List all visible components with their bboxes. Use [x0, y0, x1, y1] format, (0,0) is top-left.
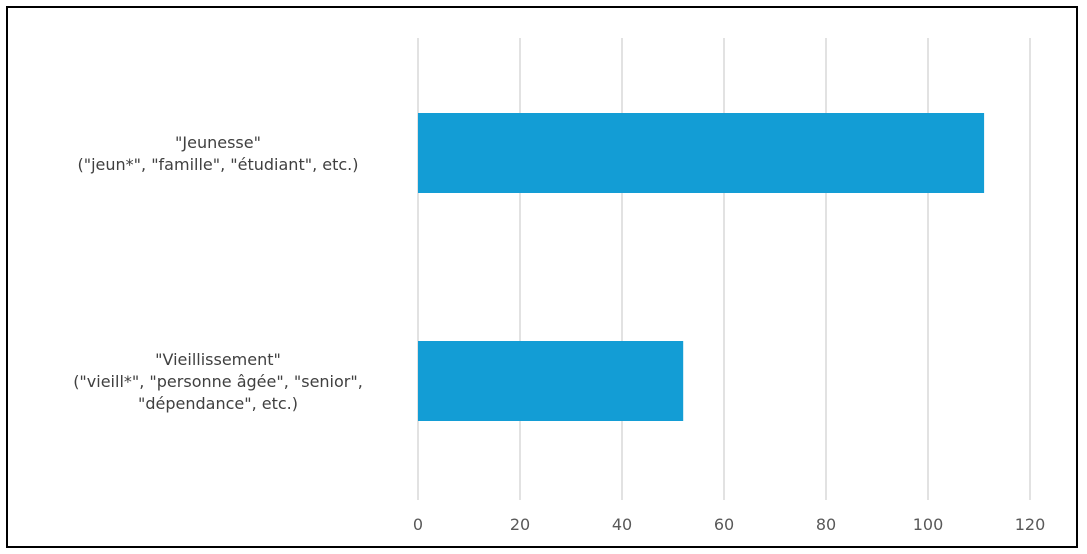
category-label-0: "Jeunesse" ("jeun*", "famille", "étudiant… — [77, 133, 358, 174]
x-tick-label: 120 — [1015, 515, 1046, 534]
bar-1 — [418, 341, 684, 421]
gridlines — [417, 38, 1031, 500]
x-tick-label: 100 — [913, 515, 944, 534]
category-label-1: "Vieillissement" ("vieill*", "personne âg… — [73, 350, 363, 413]
bar-0 — [418, 113, 985, 193]
category-label-line: ("jeun*", "famille", "étudiant", etc.) — [77, 155, 358, 174]
category-label-line: "dépendance", etc.) — [138, 394, 298, 413]
x-tick-label: 60 — [714, 515, 734, 534]
bars — [418, 113, 985, 421]
category-label-line: "Jeunesse" — [175, 133, 261, 152]
x-axis-tick-labels: 0 20 40 60 80 100 120 — [413, 515, 1045, 534]
category-label-line: ("vieill*", "personne âgée", "senior", — [73, 372, 363, 391]
category-labels: "Jeunesse" ("jeun*", "famille", "étudiant… — [73, 133, 363, 413]
x-tick-label: 0 — [413, 515, 423, 534]
x-tick-label: 80 — [816, 515, 836, 534]
category-label-line: "Vieillissement" — [155, 350, 281, 369]
x-tick-label: 40 — [612, 515, 632, 534]
x-tick-label: 20 — [510, 515, 530, 534]
chart-frame — [6, 6, 1078, 548]
